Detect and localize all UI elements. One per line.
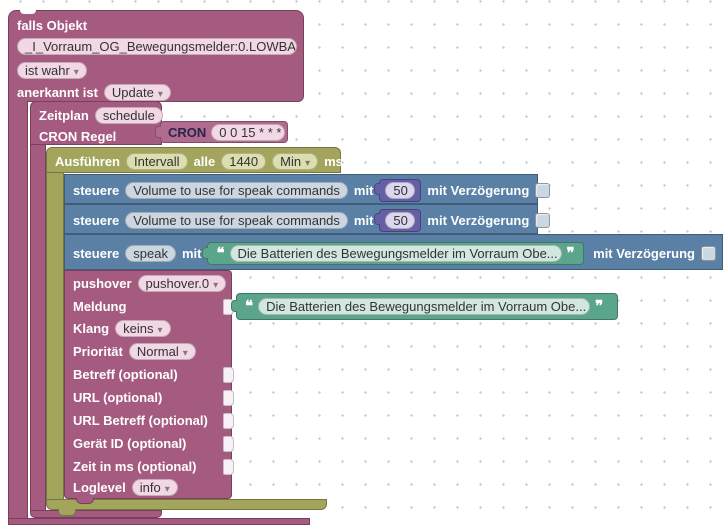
cron-row-label: CRON Regel bbox=[39, 128, 117, 144]
interval-unit-value: Min bbox=[280, 153, 302, 169]
number-field[interactable]: 50 bbox=[385, 211, 416, 229]
interval-value-field[interactable]: 1440 bbox=[221, 152, 267, 170]
dropdown-arrow-icon: ▾ bbox=[157, 324, 163, 336]
falls-block-spine bbox=[8, 101, 28, 519]
value-connector-tab bbox=[155, 126, 161, 138]
delay-checkbox[interactable] bbox=[535, 182, 551, 198]
delay-checkbox[interactable] bbox=[701, 245, 716, 261]
quote-close-icon: ❞ bbox=[566, 244, 575, 262]
interval-name-field[interactable]: Intervall bbox=[126, 152, 188, 170]
loglevel-dropdown[interactable]: info ▾ bbox=[131, 478, 178, 496]
value-connector-tab bbox=[202, 246, 209, 259]
subject-label: Betreff (optional) bbox=[73, 366, 178, 382]
ack-dropdown[interactable]: Update ▾ bbox=[103, 83, 171, 101]
condition-dropdown[interactable]: ist wahr ▾ bbox=[17, 61, 87, 79]
message-label: Meldung bbox=[73, 298, 127, 314]
input-socket bbox=[223, 367, 234, 383]
delay-label: mit Verzögerung bbox=[593, 245, 695, 261]
input-socket bbox=[223, 436, 234, 452]
control-label: steuere bbox=[73, 212, 120, 228]
url-label: URL (optional) bbox=[73, 389, 163, 405]
message-text-field[interactable]: Die Batterien des Bewegungsmelder im Vor… bbox=[258, 298, 591, 315]
interval-every-label: alle bbox=[193, 153, 216, 169]
control-label: steuere bbox=[73, 182, 120, 198]
sound-dropdown[interactable]: keins ▾ bbox=[115, 319, 171, 337]
interval-unit-dropdown[interactable]: Min ▾ bbox=[272, 152, 319, 170]
time-label: Zeit in ms (optional) bbox=[73, 458, 197, 474]
control-block-1[interactable]: steuere Volume to use for speak commands… bbox=[64, 174, 551, 204]
pushover-next-notch bbox=[76, 498, 94, 504]
priority-value: Normal bbox=[136, 343, 179, 359]
dropdown-arrow-icon: ▾ bbox=[157, 88, 163, 100]
sound-label: Klang bbox=[73, 320, 110, 336]
cron-label: CRON bbox=[168, 124, 207, 140]
pushover-block[interactable]: pushover pushover.0 ▾ Meldung Klang keins… bbox=[64, 270, 234, 499]
priority-label: Priorität bbox=[73, 343, 123, 359]
number-block[interactable]: 50 bbox=[374, 208, 422, 232]
number-block[interactable]: 50 bbox=[374, 178, 422, 202]
quote-close-icon: ❞ bbox=[595, 298, 604, 315]
quote-open-icon: ❝ bbox=[245, 298, 254, 315]
dropdown-arrow-icon: ▾ bbox=[182, 347, 188, 359]
value-connector-tab bbox=[374, 182, 381, 195]
schedule-block-spine bbox=[30, 145, 46, 510]
falls-block-bottom bbox=[8, 518, 310, 525]
interval-suffix-label: ms bbox=[324, 153, 343, 169]
dropdown-arrow-icon: ▾ bbox=[164, 483, 170, 495]
control-with-label: mit bbox=[353, 212, 374, 228]
input-socket bbox=[223, 413, 234, 429]
priority-dropdown[interactable]: Normal ▾ bbox=[128, 342, 196, 360]
control-with-label: mit bbox=[353, 182, 374, 198]
number-field[interactable]: 50 bbox=[385, 181, 416, 199]
speak-block[interactable]: steuere speak mit ❝ Die Batterien des Be… bbox=[64, 234, 723, 270]
interval-block-next-notch bbox=[58, 509, 76, 516]
dropdown-arrow-icon: ▾ bbox=[73, 66, 79, 78]
url-title-label: URL Betreff (optional) bbox=[73, 412, 208, 428]
speak-text-field[interactable]: Die Batterien des Bewegungsmelder im Vor… bbox=[229, 244, 562, 262]
falls-trigger-block[interactable]: falls Objekt _I_Vorraum_OG_Bewegungsmeld… bbox=[8, 10, 304, 102]
speak-text-block[interactable]: ❝ Die Batterien des Bewegungsmelder im V… bbox=[202, 241, 584, 265]
block-top-notch bbox=[20, 10, 36, 14]
pushover-instance-dropdown[interactable]: pushover.0 ▾ bbox=[137, 274, 227, 292]
schedule-label: Zeitplan bbox=[39, 107, 89, 123]
cron-rule-block[interactable]: CRON 0 0 15 * * * bbox=[155, 121, 288, 143]
dropdown-arrow-icon: ▾ bbox=[305, 157, 311, 169]
interval-label: Ausführen bbox=[55, 153, 120, 169]
delay-label: mit Verzögerung bbox=[427, 182, 530, 198]
control-oid-field[interactable]: Volume to use for speak commands bbox=[125, 211, 348, 229]
delay-label: mit Verzögerung bbox=[427, 212, 530, 228]
loglevel-value: info bbox=[139, 479, 161, 495]
quote-open-icon: ❝ bbox=[216, 244, 225, 262]
input-socket bbox=[223, 390, 234, 406]
schedule-block-bottom bbox=[30, 510, 162, 518]
condition-value: ist wahr bbox=[25, 62, 70, 78]
object-id-field[interactable]: _I_Vorraum_OG_Bewegungsmelder:0.LOWBAT bbox=[17, 37, 297, 55]
control-block-2[interactable]: steuere Volume to use for speak commands… bbox=[64, 204, 551, 234]
ack-label: anerkannt ist bbox=[17, 84, 98, 100]
control-oid-field[interactable]: Volume to use for speak commands bbox=[125, 181, 348, 199]
value-connector-tab bbox=[231, 300, 237, 312]
pushover-instance-label: pushover bbox=[73, 275, 132, 291]
falls-block-title: falls Objekt bbox=[17, 17, 88, 33]
schedule-block[interactable]: Zeitplan schedule CRON Regel bbox=[30, 101, 163, 145]
message-text-block[interactable]: ❝ Die Batterien des Bewegungsmelder im V… bbox=[231, 293, 618, 320]
cron-value-field[interactable]: 0 0 15 * * * bbox=[211, 123, 286, 141]
delay-checkbox[interactable] bbox=[535, 212, 551, 228]
sound-value: keins bbox=[123, 320, 154, 336]
ack-value: Update bbox=[111, 84, 154, 100]
interval-block[interactable]: Ausführen Intervall alle 1440 Min ▾ ms bbox=[46, 147, 343, 173]
schedule-name-field[interactable]: schedule bbox=[94, 106, 163, 124]
value-connector-tab bbox=[374, 212, 381, 225]
interval-block-bottom bbox=[46, 499, 327, 510]
dropdown-arrow-icon: ▾ bbox=[213, 279, 219, 291]
pushover-instance-value: pushover.0 bbox=[145, 275, 210, 291]
loglevel-label: Loglevel bbox=[73, 479, 126, 495]
interval-block-spine bbox=[46, 173, 64, 499]
speak-oid-field[interactable]: speak bbox=[125, 244, 176, 262]
speak-label: steuere bbox=[73, 245, 120, 261]
device-label: Gerät ID (optional) bbox=[73, 435, 187, 451]
input-socket bbox=[223, 459, 234, 475]
speak-with-label: mit bbox=[181, 245, 202, 261]
